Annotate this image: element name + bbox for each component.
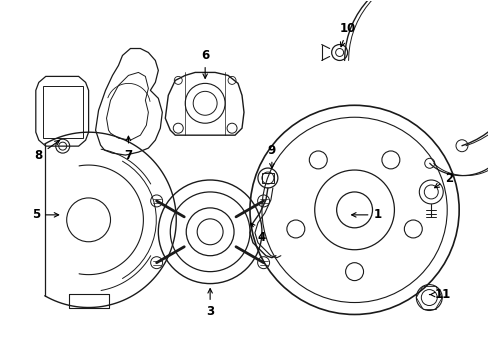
Text: 3: 3	[205, 289, 214, 318]
Text: 5: 5	[32, 208, 59, 221]
Text: 6: 6	[201, 49, 209, 78]
Text: 9: 9	[267, 144, 275, 168]
Text: 4: 4	[250, 223, 265, 244]
Text: 2: 2	[434, 171, 452, 188]
Text: 11: 11	[428, 288, 450, 301]
Text: 7: 7	[124, 136, 132, 162]
Text: 8: 8	[35, 140, 60, 162]
Text: 1: 1	[351, 208, 381, 221]
Text: 10: 10	[339, 22, 355, 47]
